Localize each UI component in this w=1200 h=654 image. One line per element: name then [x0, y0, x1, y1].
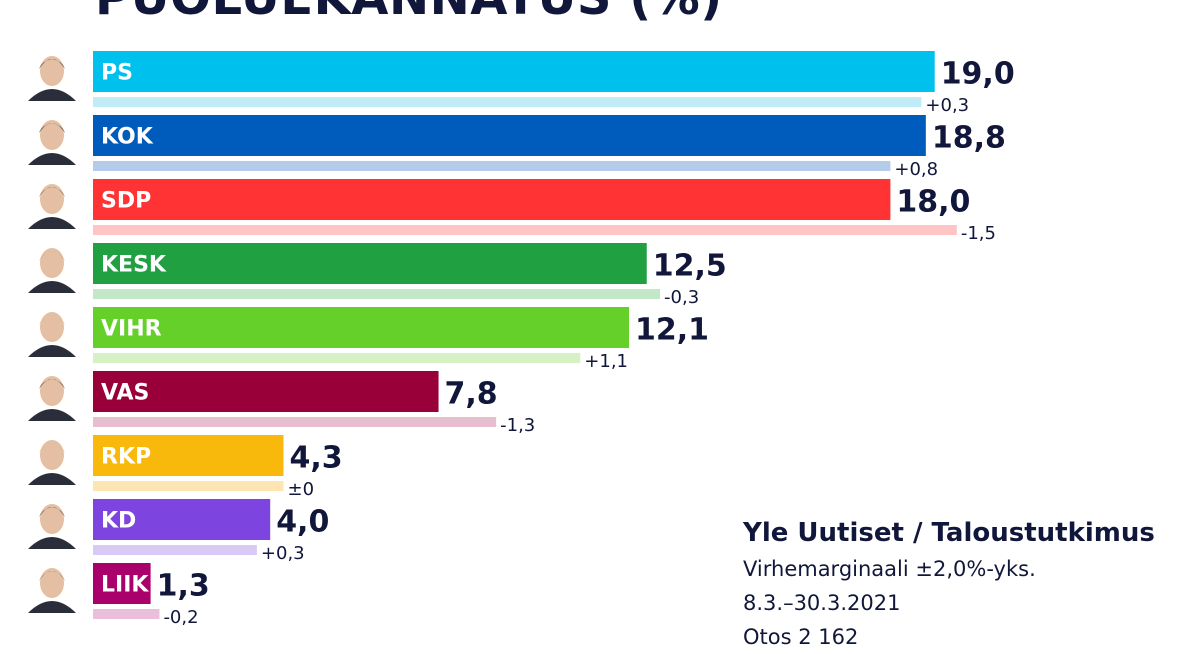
change-label-kesk: -0,3 — [664, 287, 699, 308]
value-label-kd: 4,0 — [276, 505, 329, 540]
bar-label-vas: VAS — [101, 381, 149, 406]
change-label-rkp: ±0 — [287, 479, 314, 500]
bar-chart: PS 19,0 +0,3 KOK 18,8 +0,8 SDP 18,0 -1,5 KESK 12,5… — [26, 49, 1015, 628]
portrait-shoulders-kesk — [28, 281, 76, 293]
previous-bar-sdp — [93, 225, 957, 235]
portrait-shoulders-vihr — [28, 345, 76, 357]
bar-label-liik: LIIK — [101, 573, 149, 598]
value-label-vihr: 12,1 — [635, 313, 709, 348]
portrait-face-liik — [40, 568, 64, 598]
bar-kd — [93, 499, 271, 540]
portrait-face-sdp — [40, 184, 64, 214]
value-label-sdp: 18,0 — [896, 185, 970, 220]
value-label-kesk: 12,5 — [653, 249, 727, 284]
previous-bar-ps — [93, 97, 922, 107]
bar-label-kok: KOK — [101, 125, 154, 150]
change-label-ps: +0,3 — [925, 95, 969, 116]
change-label-sdp: -1,5 — [961, 223, 996, 244]
portrait-shoulders-kok — [28, 153, 76, 165]
bar-ps — [93, 51, 935, 92]
portrait-hair-ps — [39, 59, 65, 69]
portrait-face-vas — [40, 376, 64, 406]
change-label-vihr: +1,1 — [584, 351, 628, 372]
bar-kok — [93, 115, 926, 156]
bar-rkp — [93, 435, 284, 476]
previous-bar-vihr — [93, 353, 581, 363]
portrait-hair-kok — [39, 123, 65, 133]
previous-bar-kesk — [93, 289, 661, 299]
portrait-shoulders-vas — [28, 409, 76, 421]
bar-vihr — [93, 307, 630, 348]
portrait-hair-liik — [39, 571, 65, 581]
portrait-hair-vihr — [39, 315, 65, 325]
previous-bar-vas — [93, 417, 497, 427]
value-label-liik: 1,3 — [157, 569, 210, 604]
portrait-shoulders-kd — [28, 537, 76, 549]
bar-label-sdp: SDP — [101, 189, 151, 214]
bar-kesk — [93, 243, 647, 284]
bar-label-kesk: KESK — [101, 253, 167, 278]
portrait-shoulders-liik — [28, 601, 76, 613]
portrait-face-kd — [40, 504, 64, 534]
change-label-kok: +0,8 — [894, 159, 938, 180]
portrait-hair-sdp — [39, 187, 65, 197]
change-label-vas: -1,3 — [500, 415, 535, 436]
portrait-face-vihr — [40, 312, 64, 342]
source-sample-size: Otos 2 162 — [743, 625, 859, 649]
chart-title: PUOLUEKANNATUS (%) — [95, 0, 723, 26]
portrait-face-ps — [40, 56, 64, 86]
value-label-kok: 18,8 — [932, 121, 1006, 156]
source-margin-of-error: Virhemarginaali ±2,0%-yks. — [743, 557, 1036, 581]
bar-label-ps: PS — [101, 61, 133, 86]
portrait-shoulders-sdp — [28, 217, 76, 229]
bar-sdp — [93, 179, 891, 220]
source-title: Yle Uutiset / Taloustutkimus — [743, 518, 1155, 548]
previous-bar-liik — [93, 609, 160, 619]
change-label-kd: +0,3 — [261, 543, 305, 564]
portrait-face-kok — [40, 120, 64, 150]
bar-vas — [93, 371, 439, 412]
portrait-face-rkp — [40, 440, 64, 470]
change-label-liik: -0,2 — [163, 607, 198, 628]
portrait-hair-rkp — [39, 443, 65, 453]
portrait-hair-kesk — [39, 251, 65, 261]
source-box: Yle Uutiset / Taloustutkimus Virhemargin… — [743, 518, 1193, 654]
portrait-shoulders-ps — [28, 89, 76, 101]
bar-label-vihr: VIHR — [101, 317, 162, 342]
portrait-shoulders-rkp — [28, 473, 76, 485]
source-date-range: 8.3.–30.3.2021 — [743, 591, 901, 615]
portrait-hair-kd — [39, 507, 65, 517]
value-label-rkp: 4,3 — [289, 441, 342, 476]
previous-bar-kd — [93, 545, 257, 555]
previous-bar-kok — [93, 161, 891, 171]
portrait-face-kesk — [40, 248, 64, 278]
value-label-ps: 19,0 — [941, 57, 1015, 92]
bar-label-kd: KD — [101, 509, 136, 534]
portrait-hair-vas — [39, 379, 65, 389]
previous-bar-rkp — [93, 481, 284, 491]
value-label-vas: 7,8 — [445, 377, 498, 412]
bar-label-rkp: RKP — [101, 445, 151, 470]
bar-liik — [93, 563, 151, 604]
